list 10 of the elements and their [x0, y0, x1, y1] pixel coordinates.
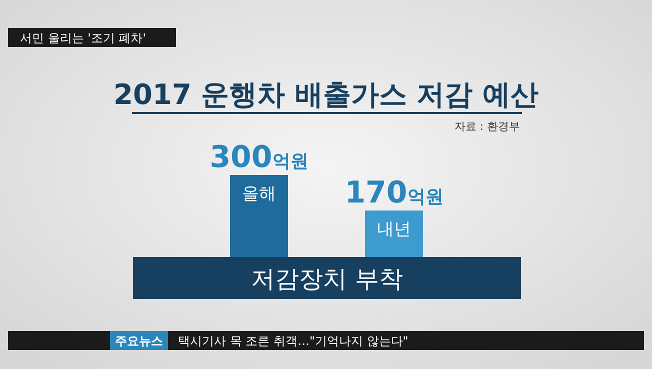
- text: 택시기사 목 조른 취객…"기억나지 않는다": [178, 334, 408, 348]
- text: 주요뉴스: [115, 334, 163, 348]
- text: 서민 울리는 '조기 폐차': [20, 31, 146, 45]
- x-axis-title: 저감장치 부착: [251, 265, 403, 293]
- chart-title: 2017 운행차 배출가스 저감 예산: [114, 78, 538, 111]
- data-label: 300억원: [210, 140, 308, 175]
- text: 자료 : 환경부: [454, 120, 520, 133]
- x-tick-label: 올해: [242, 184, 276, 204]
- x-tick-label: 내년: [377, 220, 411, 240]
- data-label: 170억원: [344, 176, 444, 211]
